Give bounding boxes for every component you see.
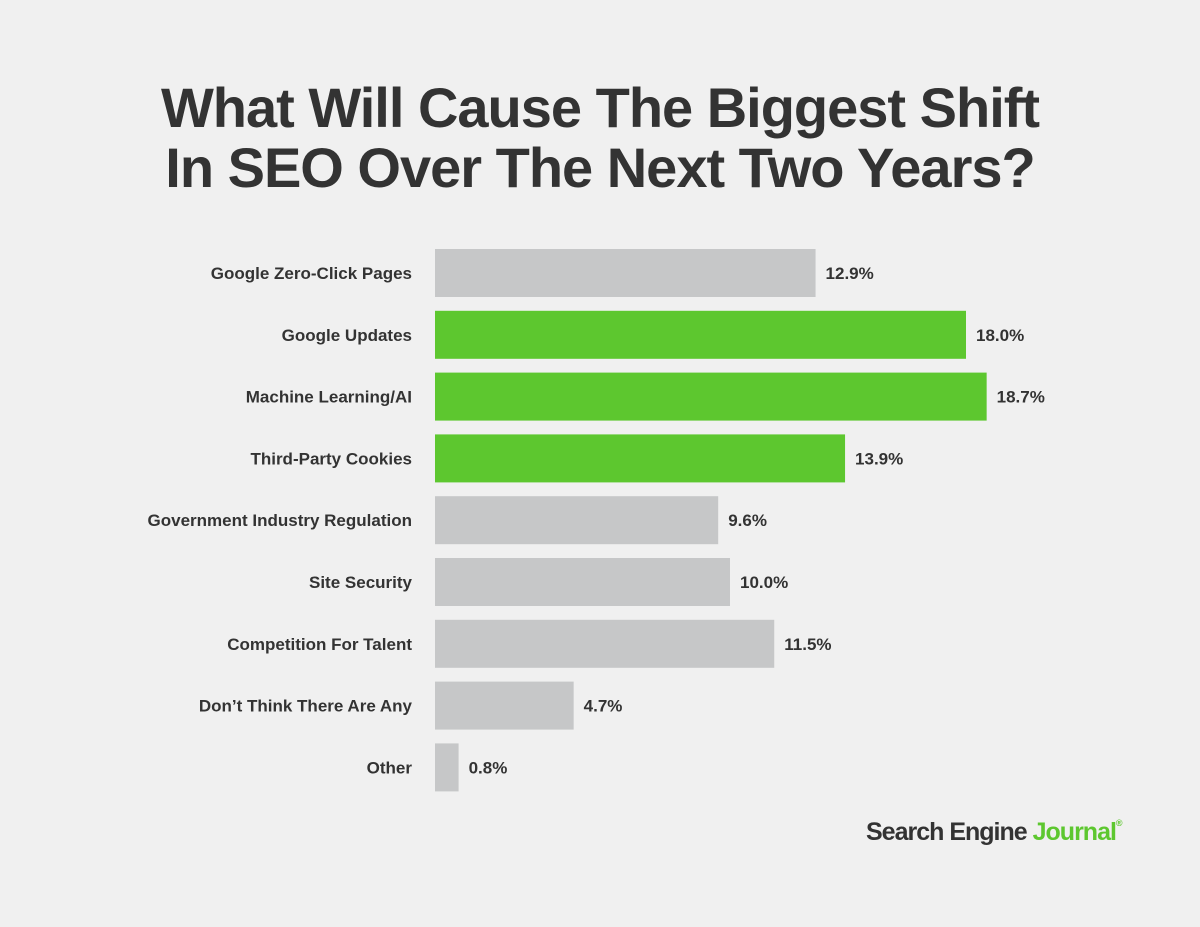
title-line-1: What Will Cause The Biggest Shift	[160, 76, 1040, 139]
bar	[435, 372, 987, 421]
category-label: Site Security	[309, 573, 413, 592]
data-label: 4.7%	[584, 697, 623, 716]
data-label: 11.5%	[784, 635, 831, 654]
title-line-2: In SEO Over The Next Two Years?	[165, 136, 1035, 199]
bar	[435, 619, 775, 668]
logo-text-journal: Journal	[1032, 818, 1117, 846]
data-label: 18.0%	[976, 326, 1024, 345]
bar	[435, 310, 966, 359]
registered-mark: ®	[1115, 818, 1123, 828]
data-label: 12.9%	[826, 264, 874, 283]
chart-title: What Will Cause The Biggest Shift In SEO…	[0, 78, 1200, 198]
category-label: Google Updates	[282, 326, 412, 345]
category-label: Don’t Think There Are Any	[199, 697, 413, 716]
data-label: 18.7%	[997, 388, 1045, 407]
bar	[435, 681, 574, 730]
data-label: 0.8%	[469, 758, 508, 777]
bar	[435, 434, 846, 483]
search-engine-journal-logo: Search Engine Journal®	[866, 818, 1123, 847]
data-label: 10.0%	[740, 573, 788, 592]
logo-text-search-engine: Search Engine	[866, 818, 1033, 846]
category-label: Google Zero-Click Pages	[211, 264, 412, 283]
category-label: Other	[367, 758, 413, 777]
category-label: Competition For Talent	[227, 635, 412, 654]
category-label: Government Industry Regulation	[148, 511, 412, 530]
category-label: Machine Learning/AI	[246, 388, 412, 407]
bar	[435, 496, 719, 545]
bar	[435, 558, 730, 606]
data-label: 13.9%	[855, 449, 903, 468]
category-label: Third-Party Cookies	[250, 449, 412, 468]
bar	[435, 249, 816, 297]
data-label: 9.6%	[728, 511, 767, 530]
bar	[435, 743, 459, 792]
